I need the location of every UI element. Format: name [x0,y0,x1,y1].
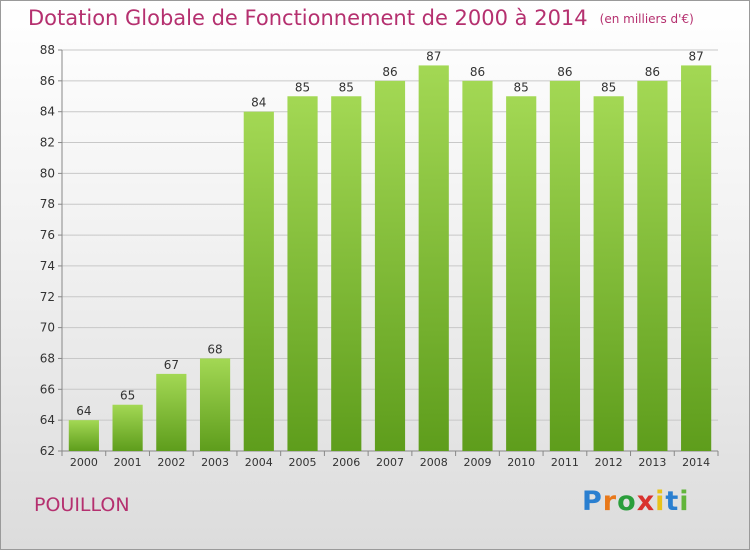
x-tick-label: 2014 [682,456,710,469]
x-tick-label: 2002 [157,456,185,469]
data-label: 64 [76,404,91,418]
bar [506,96,537,452]
bar [287,96,318,452]
data-label: 86 [557,65,572,79]
x-tick-label: 2003 [201,456,229,469]
y-tick-label: 64 [40,413,55,427]
y-tick-label: 86 [40,74,55,88]
bar [681,65,712,451]
bar [199,358,231,451]
y-tick-label: 76 [40,228,55,242]
bar [549,80,581,451]
x-tick-label: 2009 [463,456,491,469]
x-tick-label: 2000 [70,456,98,469]
chart-title-text: Dotation Globale de Fonctionnement de 20… [28,6,588,30]
bars [68,65,712,452]
data-label: 68 [207,342,222,356]
x-tick-label: 2007 [376,456,404,469]
logo-letter: t [665,486,680,517]
logo-letter: o [617,486,637,517]
proxiti-logo: Proxiti [582,486,690,517]
x-tick-label: 2001 [114,456,142,469]
bar [637,80,668,451]
y-tick-label: 82 [40,136,55,150]
bar [112,404,143,451]
logo-letter: P [582,486,603,517]
y-tick-label: 66 [40,382,55,396]
data-label: 87 [426,49,441,63]
data-label: 87 [688,49,703,63]
data-labels: 64 65 67 68 84 85 85 86 87 86 85 86 85 86 87 [76,49,704,418]
place-name: POUILLON [34,494,130,516]
x-axis-ticks: 2000 2001 2002 2003 2004 2005 2006 2007 2008 2009… [61,451,719,469]
logo-letter: i [655,486,666,517]
data-label: 84 [251,96,266,110]
data-label: 86 [382,65,397,79]
y-axis-ticks: 62 64 66 68 70 72 74 76 78 80 82 84 86 88 [40,43,62,458]
chart-title: Dotation Globale de Fonctionnement de 20… [28,6,694,30]
logo-letter: i [679,486,690,517]
data-label: 85 [339,80,354,94]
x-tick-label: 2005 [289,456,317,469]
data-label: 86 [645,65,660,79]
y-tick-label: 80 [40,166,55,180]
data-label: 65 [120,389,135,403]
y-tick-label: 88 [40,43,55,57]
bar [243,111,274,451]
y-tick-label: 70 [40,321,55,335]
bar [156,373,187,451]
bar [331,96,362,452]
bar [418,65,449,451]
chart-unit: (en milliers d'€) [599,12,694,26]
data-label: 67 [164,358,179,372]
data-label: 85 [514,80,529,94]
x-tick-label: 2006 [332,456,360,469]
y-tick-label: 72 [40,290,55,304]
y-tick-label: 84 [40,105,55,119]
data-label: 86 [470,65,485,79]
y-tick-label: 74 [40,259,55,273]
logo-letter: x [636,486,656,517]
bar [374,80,406,451]
x-tick-label: 2011 [551,456,579,469]
x-tick-label: 2004 [245,456,273,469]
logo-letter: r [602,486,618,517]
data-label: 85 [601,80,616,94]
y-tick-label: 62 [40,444,55,458]
bar [593,96,624,452]
y-tick-label: 68 [40,351,55,365]
x-tick-label: 2008 [420,456,448,469]
y-tick-label: 78 [40,197,55,211]
x-tick-label: 2010 [507,456,535,469]
x-tick-label: 2012 [595,456,623,469]
bar [68,420,99,451]
bar [462,80,493,451]
x-tick-label: 2013 [638,456,666,469]
data-label: 85 [295,80,310,94]
